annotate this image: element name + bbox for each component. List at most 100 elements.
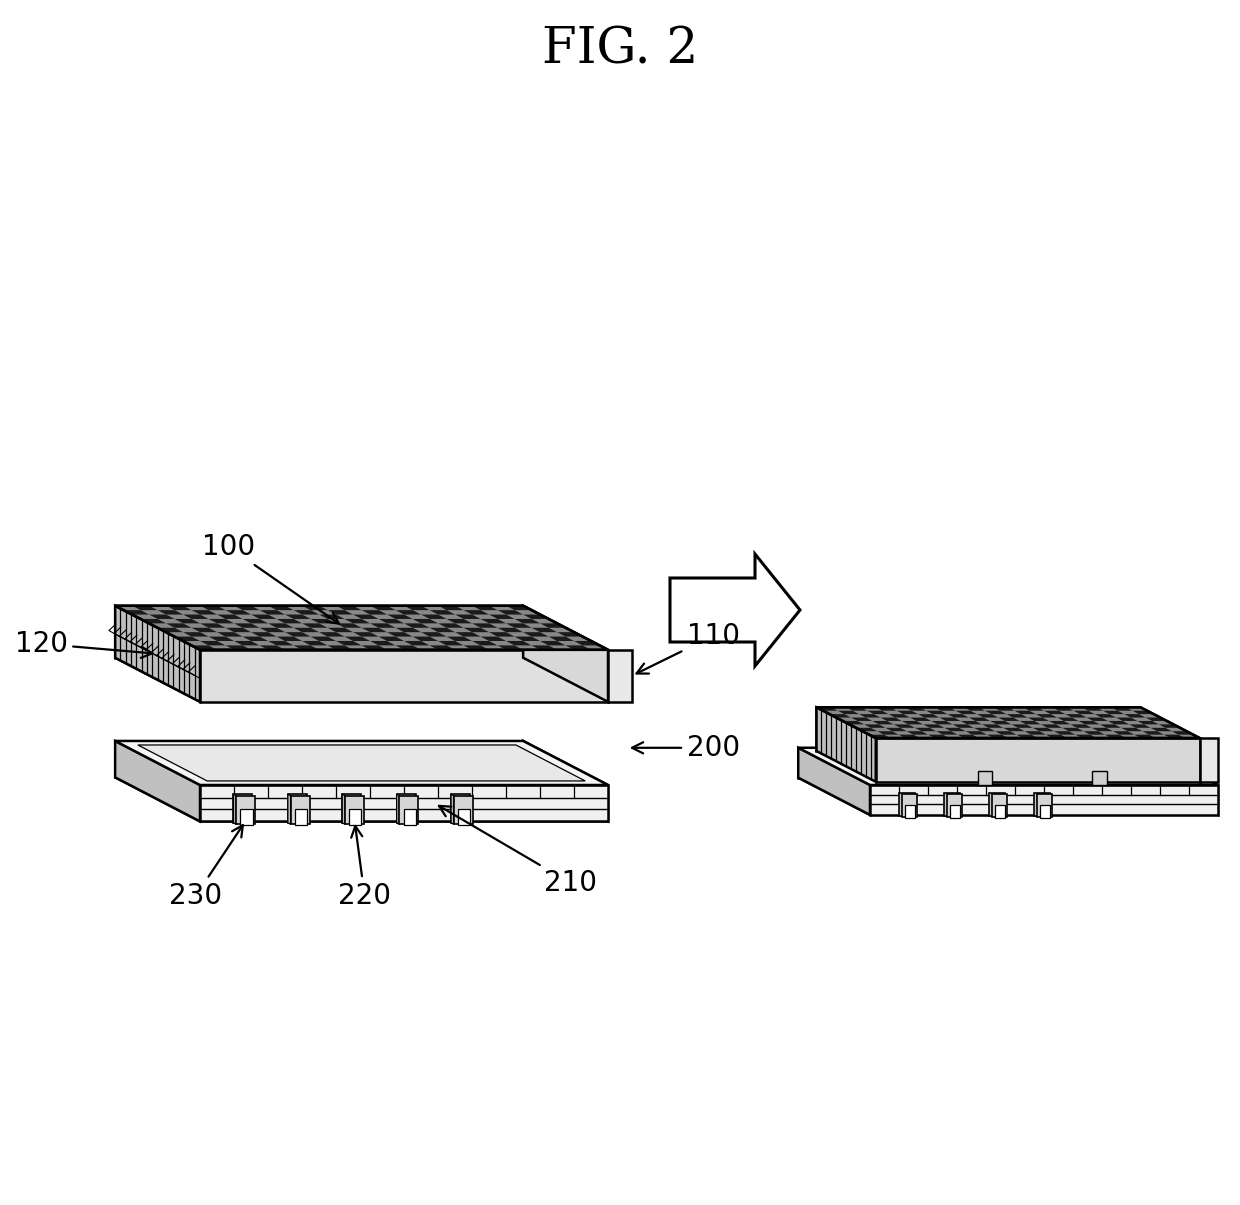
Polygon shape bbox=[878, 731, 899, 735]
Polygon shape bbox=[1037, 794, 1053, 817]
Polygon shape bbox=[1035, 715, 1058, 717]
Polygon shape bbox=[336, 623, 362, 628]
Polygon shape bbox=[208, 636, 234, 641]
Polygon shape bbox=[945, 728, 966, 731]
Polygon shape bbox=[446, 636, 472, 641]
Polygon shape bbox=[515, 619, 541, 623]
Polygon shape bbox=[856, 728, 878, 731]
Polygon shape bbox=[429, 646, 455, 649]
Polygon shape bbox=[506, 606, 532, 610]
Polygon shape bbox=[234, 606, 259, 610]
Polygon shape bbox=[157, 610, 184, 615]
Polygon shape bbox=[387, 633, 413, 636]
Polygon shape bbox=[1063, 728, 1084, 731]
Polygon shape bbox=[541, 641, 565, 646]
Polygon shape bbox=[115, 658, 608, 701]
Polygon shape bbox=[1028, 717, 1049, 721]
Polygon shape bbox=[670, 554, 800, 666]
Polygon shape bbox=[799, 748, 1146, 777]
Polygon shape bbox=[387, 615, 413, 619]
Polygon shape bbox=[1007, 715, 1028, 717]
Polygon shape bbox=[166, 623, 191, 628]
Polygon shape bbox=[472, 641, 497, 646]
Polygon shape bbox=[541, 623, 565, 628]
Polygon shape bbox=[875, 737, 1200, 782]
Polygon shape bbox=[115, 741, 608, 784]
Polygon shape bbox=[303, 606, 327, 610]
Polygon shape bbox=[378, 619, 404, 623]
Text: 100: 100 bbox=[202, 533, 339, 623]
Polygon shape bbox=[237, 795, 255, 824]
Polygon shape bbox=[1086, 717, 1107, 721]
Polygon shape bbox=[901, 794, 918, 817]
Polygon shape bbox=[226, 646, 250, 649]
Polygon shape bbox=[345, 619, 370, 623]
Polygon shape bbox=[303, 623, 327, 628]
Polygon shape bbox=[397, 794, 415, 823]
Polygon shape bbox=[905, 805, 915, 818]
Polygon shape bbox=[277, 636, 303, 641]
Polygon shape bbox=[936, 731, 957, 735]
Polygon shape bbox=[149, 615, 175, 619]
Polygon shape bbox=[140, 619, 166, 623]
Polygon shape bbox=[288, 794, 306, 823]
Polygon shape bbox=[451, 794, 470, 823]
Polygon shape bbox=[464, 646, 489, 649]
Polygon shape bbox=[992, 794, 1007, 817]
Polygon shape bbox=[532, 628, 557, 633]
Polygon shape bbox=[370, 623, 396, 628]
Polygon shape bbox=[115, 606, 200, 701]
Polygon shape bbox=[1100, 724, 1121, 728]
Polygon shape bbox=[226, 610, 252, 615]
Text: 210: 210 bbox=[439, 806, 598, 898]
Polygon shape bbox=[115, 741, 523, 777]
Polygon shape bbox=[1084, 731, 1105, 735]
Polygon shape bbox=[931, 721, 952, 724]
Polygon shape bbox=[906, 731, 928, 735]
Polygon shape bbox=[191, 646, 217, 649]
Polygon shape bbox=[915, 728, 936, 731]
Polygon shape bbox=[1146, 748, 1218, 815]
Polygon shape bbox=[438, 641, 464, 646]
Polygon shape bbox=[523, 741, 608, 822]
Polygon shape bbox=[413, 619, 438, 623]
Polygon shape bbox=[285, 615, 310, 619]
Polygon shape bbox=[429, 628, 455, 633]
Polygon shape bbox=[799, 777, 1218, 815]
Polygon shape bbox=[489, 615, 515, 619]
Polygon shape bbox=[867, 711, 889, 715]
Polygon shape bbox=[905, 707, 926, 711]
Polygon shape bbox=[481, 619, 506, 623]
Polygon shape bbox=[990, 793, 1004, 816]
Polygon shape bbox=[1116, 717, 1137, 721]
Text: FIG. 2: FIG. 2 bbox=[542, 25, 698, 75]
Polygon shape bbox=[875, 707, 897, 711]
Polygon shape bbox=[294, 628, 319, 633]
Polygon shape bbox=[851, 717, 872, 721]
Polygon shape bbox=[532, 646, 557, 649]
Polygon shape bbox=[285, 633, 310, 636]
Polygon shape bbox=[226, 628, 250, 633]
Polygon shape bbox=[947, 715, 968, 717]
Polygon shape bbox=[243, 636, 268, 641]
Polygon shape bbox=[438, 623, 464, 628]
Polygon shape bbox=[1142, 731, 1163, 735]
Polygon shape bbox=[268, 623, 294, 628]
Polygon shape bbox=[869, 735, 890, 737]
Polygon shape bbox=[370, 641, 396, 646]
Polygon shape bbox=[1075, 735, 1096, 737]
Polygon shape bbox=[115, 777, 608, 822]
Polygon shape bbox=[327, 610, 353, 615]
Polygon shape bbox=[353, 633, 378, 636]
Polygon shape bbox=[259, 628, 285, 633]
Polygon shape bbox=[985, 711, 1007, 715]
Polygon shape bbox=[345, 795, 365, 824]
Polygon shape bbox=[956, 711, 977, 715]
Polygon shape bbox=[200, 606, 226, 610]
Polygon shape bbox=[961, 721, 982, 724]
Polygon shape bbox=[901, 721, 923, 724]
Polygon shape bbox=[295, 809, 308, 824]
Polygon shape bbox=[250, 633, 277, 636]
Polygon shape bbox=[1033, 728, 1054, 731]
Polygon shape bbox=[993, 707, 1014, 711]
